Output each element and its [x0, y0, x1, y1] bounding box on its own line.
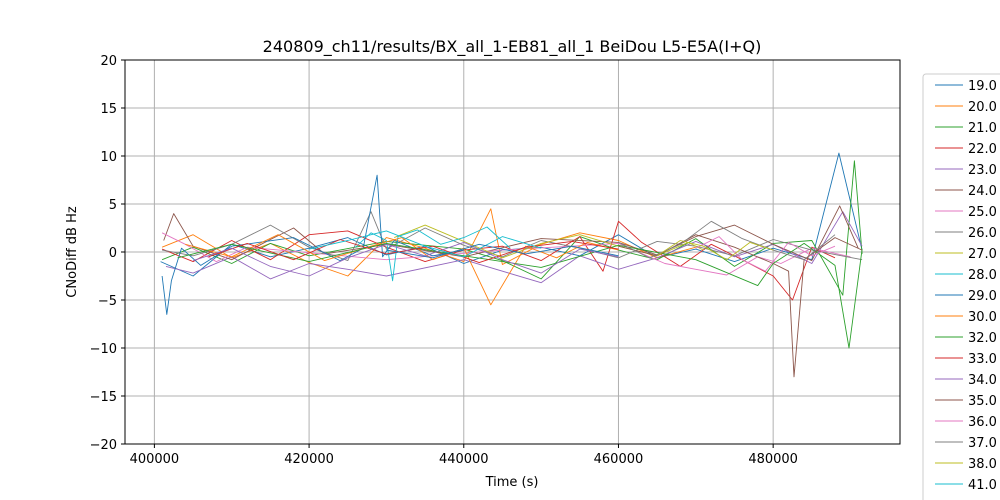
- legend-label: 24.0: [968, 184, 997, 199]
- x-tick-label: 400000: [130, 452, 180, 467]
- legend-label: 33.0: [968, 352, 997, 367]
- x-tick-label: 460000: [594, 452, 644, 467]
- series-line-36.0: [695, 236, 836, 272]
- legend-label: 30.0: [968, 310, 997, 325]
- series-line-37.0: [618, 220, 836, 261]
- series-line-34.0: [192, 241, 619, 277]
- x-axis: 400000 420000 440000 460000 480000: [130, 444, 798, 467]
- x-tick-label: 420000: [284, 452, 334, 467]
- legend-label: 25.0: [968, 205, 997, 220]
- legend-label: 29.0: [968, 289, 997, 304]
- legend-label: 32.0: [968, 331, 997, 346]
- x-axis-label: Time (s): [485, 475, 539, 490]
- y-tick-label: 5: [109, 198, 117, 213]
- legend-frame: [922, 73, 1000, 500]
- y-tick-label: −15: [90, 390, 117, 405]
- legend-label: 20.0: [968, 100, 997, 115]
- y-tick-label: 20: [100, 54, 117, 69]
- legend-label: 23.0: [968, 163, 997, 178]
- chart-title: 240809_ch11/results/BX_all_1-EB81_all_1 …: [263, 37, 762, 57]
- y-tick-label: 10: [100, 150, 117, 165]
- legend-label: 22.0: [968, 142, 997, 157]
- y-tick-label: 15: [100, 102, 117, 117]
- y-tick-label: −20: [90, 438, 117, 453]
- legend-label: 36.0: [968, 415, 997, 430]
- plot-series: [160, 152, 863, 378]
- legend-label: 41.0: [968, 478, 997, 493]
- y-tick-label: 0: [109, 246, 117, 261]
- series-line-29.0: [161, 174, 464, 315]
- series-line-38.0: [656, 240, 774, 261]
- series-line-35.0: [618, 234, 863, 378]
- y-axis: −20 −15 −10 −5 0 5 10 15 20: [90, 54, 125, 453]
- y-axis-label: CNoDiff dB Hz: [65, 206, 80, 298]
- x-tick-label: 440000: [439, 452, 489, 467]
- legend-label: 38.0: [968, 457, 997, 472]
- y-tick-label: −5: [98, 294, 117, 309]
- series-line-32.0: [177, 242, 863, 349]
- x-tick-label: 480000: [748, 452, 798, 467]
- legend-label: 35.0: [968, 394, 997, 409]
- y-tick-label: −10: [90, 342, 117, 357]
- legend-label: 26.0: [968, 226, 997, 241]
- series-line-28.0: [355, 226, 511, 282]
- series-line-41.0: [309, 230, 542, 258]
- legend: 19.0 20.0 21.0 22.0 23.0 24.0 25.0 26.0 27.0 28.0…: [922, 73, 1000, 500]
- legend-label: 21.0: [968, 121, 997, 136]
- series-line-33.0: [208, 239, 619, 264]
- legend-label: 34.0: [968, 373, 997, 388]
- legend-label: 28.0: [968, 268, 997, 283]
- legend-label: 37.0: [968, 436, 997, 451]
- series-line-30.0: [185, 234, 619, 306]
- legend-label: 19.0: [968, 79, 997, 94]
- legend-label: 27.0: [968, 247, 997, 262]
- series-line-42.0: [386, 243, 619, 259]
- series-line-25.0: [161, 232, 851, 276]
- series-line-27.0: [394, 224, 704, 259]
